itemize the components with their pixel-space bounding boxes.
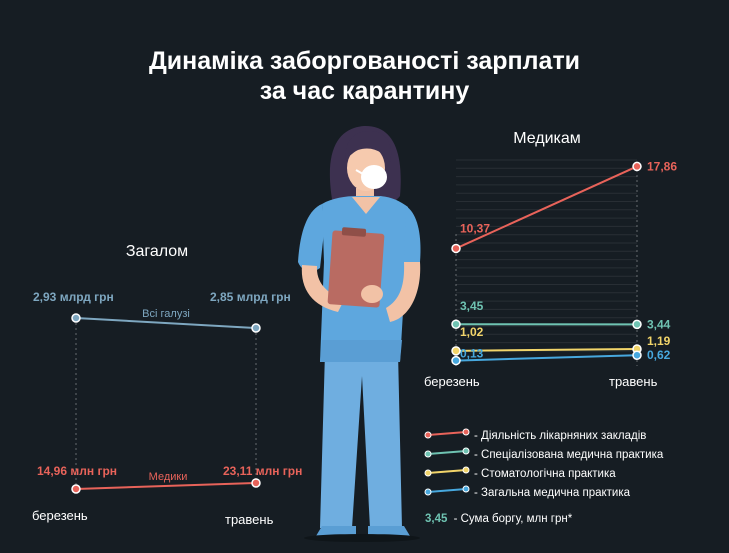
medics-series-points (451, 161, 642, 366)
legend-item-2: - Стоматологічна практика (424, 466, 616, 480)
overall-chart-title: Загалом (126, 243, 188, 260)
legend-swatch-dot-end (462, 485, 470, 493)
legend-label: - Загальна медична практика (474, 487, 631, 499)
overall-point-1-0 (71, 484, 81, 494)
medics-value-labels: 10,37 17,86 3,45 3,44 1,02 1,19 0,13 0,62 (460, 159, 677, 362)
overall-x-label-may: травень (225, 512, 274, 527)
overall-x-label-march: березень (32, 508, 88, 523)
medics-series-line-2 (455, 347, 638, 352)
title-line-2: за час карантину (259, 77, 470, 105)
chart-medics: Медикам 10,37 17,86 3,45 3,44 1,02 1,19 0,13 0,… (424, 130, 677, 525)
legend-swatch-line (427, 488, 467, 493)
overall-label-all-march: 2,93 млрд грн (33, 290, 114, 304)
overall-label-med-march: 14,96 млн грн (37, 464, 117, 478)
legend-item-0: - Діяльність лікарняних закладів (424, 428, 646, 442)
legend-swatch-dot-start (424, 469, 432, 477)
medics-point-1-1 (632, 319, 642, 330)
nurse-illustration (298, 125, 421, 542)
medics-point-2-0 (451, 346, 461, 356)
page-title: Динаміка заборгованості зарплати за час … (0, 46, 729, 106)
medics-x-label-march: березень (424, 374, 480, 389)
medics-value-label-1-0: 3,45 (460, 299, 484, 313)
overall-series-name-all: Всі галузі (142, 308, 190, 320)
medics-value-label-3-1: 0,62 (647, 348, 671, 362)
medics-footnote: 3,45 - Сума боргу, млн грн* (425, 513, 573, 525)
overall-series-name-med: Медики (149, 471, 188, 483)
legend-swatch-dot-start (424, 450, 432, 458)
overall-series-line-0 (75, 317, 257, 329)
medics-series-line-0 (455, 165, 638, 250)
medics-point-0-1 (632, 161, 642, 172)
legend-swatch-line (427, 431, 467, 436)
legend-label: - Діяльність лікарняних закладів (474, 430, 646, 442)
medics-value-label-2-0: 1,02 (460, 325, 484, 339)
legend-item-3: - Загальна медична практика (424, 485, 631, 499)
medics-point-1-0 (451, 319, 461, 329)
medics-point-0-0 (451, 243, 461, 254)
legend-swatch-dot-end (462, 466, 470, 474)
overall-label-med-may: 23,11 млн грн (223, 464, 302, 478)
footnote-value: 3,45 (425, 513, 448, 525)
title-line-1: Динаміка заборгованості зарплати (148, 47, 581, 75)
medics-value-label-2-1: 1,19 (647, 334, 671, 348)
chart-overall: Загалом 2,93 млрд грн 2,85 млрд грн Всі … (32, 243, 302, 527)
medics-grid (456, 159, 637, 352)
legend-swatch-dot-start (424, 431, 432, 439)
medics-chart-title: Медикам (513, 130, 581, 147)
overall-point-0-0 (71, 313, 81, 323)
overall-point-0-1 (251, 323, 261, 333)
overall-series-line-1 (75, 481, 257, 490)
medics-point-3-1 (632, 350, 642, 360)
medics-legend: - Діяльність лікарняних закладів - Спеціа… (424, 428, 664, 499)
medics-series-line-3 (455, 354, 638, 362)
medics-point-3-0 (451, 355, 461, 366)
legend-item-1: - Спеціалізована медична практика (424, 447, 664, 461)
legend-swatch-dot-start (424, 488, 432, 496)
legend-label: - Спеціалізована медична практика (474, 449, 664, 461)
medics-value-label-0-1: 17,86 (647, 159, 677, 173)
footnote-text: - Сума боргу, млн грн* (454, 513, 573, 525)
medics-x-label-may: травень (609, 374, 658, 389)
medics-value-label-3-0: 0,13 (460, 347, 484, 361)
legend-swatch-line (427, 469, 467, 474)
medics-value-label-1-1: 3,44 (647, 317, 671, 331)
legend-swatch-dot-end (462, 428, 470, 436)
overall-label-all-may: 2,85 млрд грн (210, 290, 291, 304)
legend-swatch-line (427, 450, 467, 455)
overall-point-1-1 (251, 478, 261, 488)
medics-value-label-0-0: 10,37 (460, 221, 490, 235)
legend-swatch-dot-end (462, 447, 470, 455)
medics-series-lines (455, 165, 638, 362)
legend-label: - Стоматологічна практика (474, 468, 616, 480)
